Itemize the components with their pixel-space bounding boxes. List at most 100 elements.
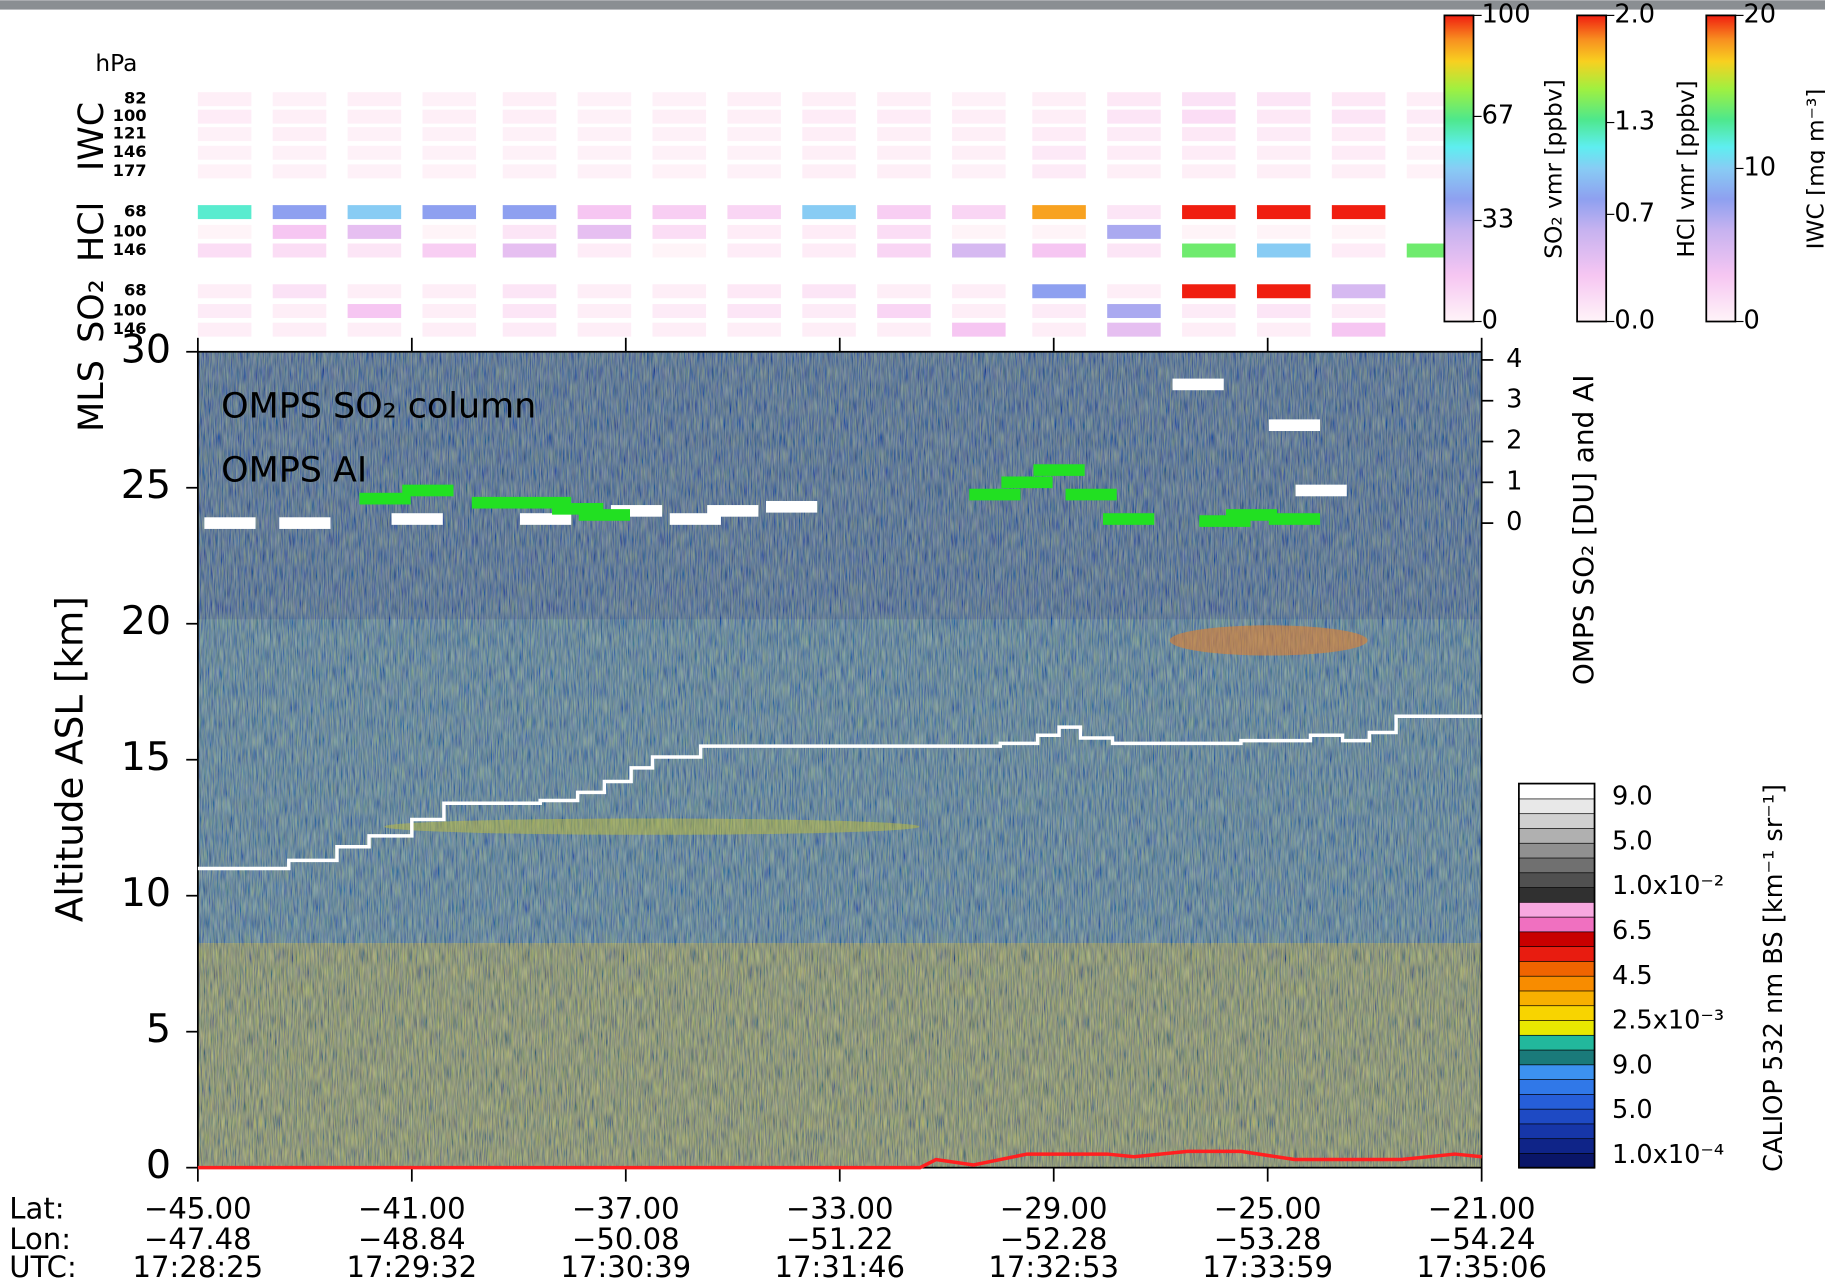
mls-cell <box>1331 243 1386 258</box>
mls-cell <box>272 145 327 160</box>
colorbar-tick-label: 2.5x10⁻³ <box>1612 1006 1724 1036</box>
panel-label: IWC <box>72 102 112 171</box>
mls-cell <box>1182 109 1236 124</box>
series-marker <box>391 513 443 525</box>
series-marker <box>552 503 604 515</box>
mls-cell <box>1256 284 1311 299</box>
colorbar <box>1518 782 1596 1169</box>
mls-cell <box>1032 284 1086 299</box>
mls-cell <box>577 205 632 220</box>
series-marker <box>766 500 818 513</box>
colorbar-band <box>1518 871 1595 888</box>
series-label: OMPS AI <box>221 451 367 491</box>
series-line <box>197 1149 1482 1170</box>
mls-cell <box>272 109 327 124</box>
mls-cell <box>197 322 252 337</box>
mls-cell <box>877 145 931 160</box>
mls-cell <box>1107 145 1161 160</box>
y-tick-label: 25 <box>121 462 171 508</box>
mls-cell <box>422 164 477 179</box>
mls-cell <box>652 164 707 179</box>
colorbar <box>1576 14 1608 323</box>
mls-cell <box>877 322 931 337</box>
level-label: 146 <box>113 240 147 259</box>
mls-cell <box>1182 304 1236 319</box>
mls-cell <box>197 92 252 107</box>
level-label: 121 <box>113 124 147 143</box>
lat-label: −41.00 <box>358 1192 466 1226</box>
mls-cell <box>1331 127 1386 142</box>
mls-cell <box>1182 322 1236 337</box>
row-label: Lat: <box>9 1192 64 1226</box>
colorbar-band <box>1518 960 1595 977</box>
lat-label: −25.00 <box>1214 1192 1322 1226</box>
mls-cell <box>652 304 707 319</box>
series-marker <box>519 513 572 525</box>
colorbar-tick-label: 5.0 <box>1612 1095 1653 1125</box>
mls-cell <box>1107 243 1161 258</box>
mls-cell <box>877 284 931 299</box>
mls-cell <box>422 127 477 142</box>
colorbar-tick-label: 33 <box>1482 204 1515 234</box>
panel-label: SO₂ <box>72 279 112 343</box>
mls-cell <box>197 127 252 142</box>
y2-tick-label: 3 <box>1506 385 1522 415</box>
series-marker <box>204 517 256 529</box>
series-marker <box>1065 488 1117 501</box>
y2-axis-title: OMPS SO₂ [DU] and AI <box>1567 375 1600 686</box>
series-marker <box>1268 513 1321 525</box>
mls-cell <box>1032 322 1086 337</box>
mls-cell <box>502 284 557 299</box>
colorbar-band <box>1518 1004 1595 1021</box>
mls-cell <box>952 109 1006 124</box>
lat-label: −33.00 <box>786 1192 894 1226</box>
mls-cell <box>802 205 856 220</box>
mls-cell <box>1182 127 1236 142</box>
mls-cell <box>727 127 781 142</box>
mls-cell <box>197 145 252 160</box>
mls-cell <box>422 284 477 299</box>
colorbar-band <box>1518 1137 1595 1154</box>
mls-cell <box>347 243 402 258</box>
mls-cell <box>652 284 707 299</box>
lat-label: −37.00 <box>572 1192 680 1226</box>
mls-cell <box>1331 304 1386 319</box>
mls-cell <box>422 224 477 239</box>
colorbar-tick-label: 0 <box>1744 306 1760 336</box>
utc-label: 17:31:46 <box>774 1250 905 1282</box>
mls-cell <box>727 243 781 258</box>
mls-cell <box>502 243 557 258</box>
mls-cell <box>1182 164 1236 179</box>
mls-cell <box>272 284 327 299</box>
mls-cell <box>272 127 327 142</box>
colorbar-band <box>1518 1019 1595 1036</box>
mls-cell <box>952 224 1006 239</box>
colorbar-tick-label: 100 <box>1482 0 1531 29</box>
series-line <box>197 714 1482 871</box>
mls-cell <box>877 304 931 319</box>
mls-cell <box>652 205 707 220</box>
mls-cell <box>502 224 557 239</box>
series-marker <box>1103 513 1155 525</box>
mls-cell <box>1256 145 1311 160</box>
mls-cell <box>272 304 327 319</box>
mls-cell <box>802 109 856 124</box>
mls-cell <box>652 127 707 142</box>
banner <box>0 0 1825 10</box>
mls-cell <box>802 127 856 142</box>
mls-cell <box>1107 127 1161 142</box>
mls-cell <box>577 145 632 160</box>
mls-cell <box>802 304 856 319</box>
colorbar-band <box>1518 1108 1595 1125</box>
colorbar-band <box>1518 842 1595 859</box>
mls-cell <box>1331 109 1386 124</box>
utc-label: 17:28:25 <box>133 1250 264 1282</box>
mls-cell <box>272 243 327 258</box>
mls-cell <box>1331 205 1386 220</box>
mls-cell <box>347 205 402 220</box>
mls-cell <box>272 224 327 239</box>
colorbar-label: IWC [mg m⁻³] <box>1802 89 1825 250</box>
mls-cell <box>1256 205 1311 220</box>
mls-cell <box>197 164 252 179</box>
lat-label: −29.00 <box>1000 1192 1108 1226</box>
